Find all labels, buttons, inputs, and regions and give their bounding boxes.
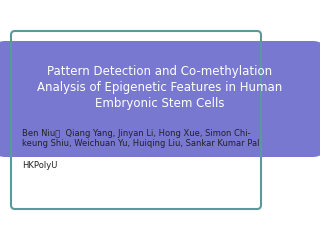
Text: Embryonic Stem Cells: Embryonic Stem Cells bbox=[95, 96, 225, 109]
Text: Pattern Detection and Co-methylation: Pattern Detection and Co-methylation bbox=[47, 66, 273, 78]
Text: Analysis of Epigenetic Features in Human: Analysis of Epigenetic Features in Human bbox=[37, 82, 283, 95]
Text: keung Shiu, Weichuan Yu, Huiqing Liu, Sankar Kumar Pal: keung Shiu, Weichuan Yu, Huiqing Liu, Sa… bbox=[22, 139, 260, 149]
Text: Ben Niu，  Qiang Yang, Jinyan Li, Hong Xue, Simon Chi-: Ben Niu， Qiang Yang, Jinyan Li, Hong Xue… bbox=[22, 128, 251, 138]
Text: HKPolyU: HKPolyU bbox=[22, 161, 57, 169]
FancyBboxPatch shape bbox=[0, 41, 320, 157]
